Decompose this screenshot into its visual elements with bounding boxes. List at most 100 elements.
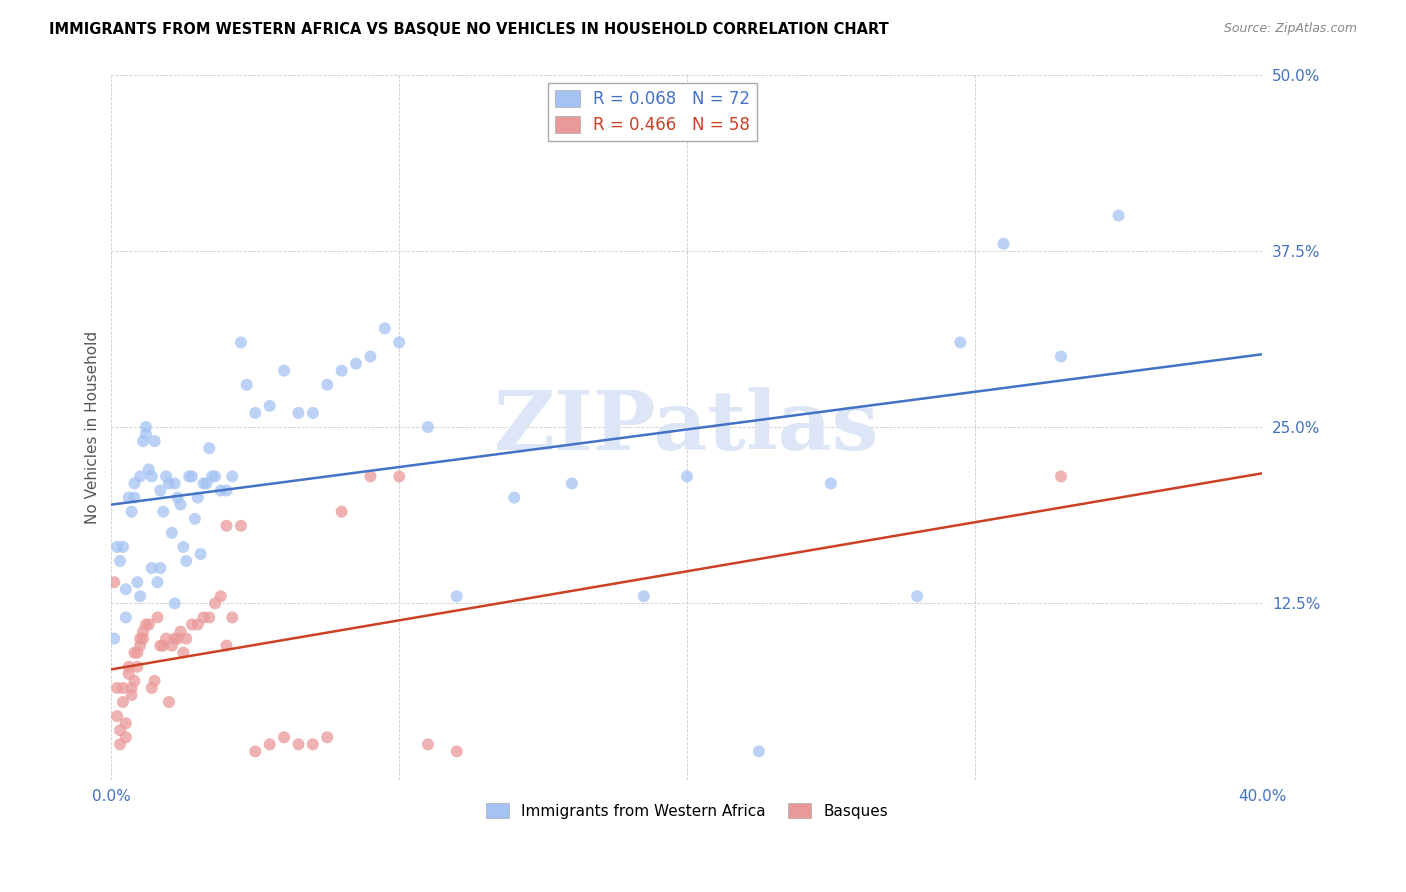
Point bbox=[748, 744, 770, 758]
Point bbox=[245, 744, 267, 758]
Point bbox=[221, 610, 243, 624]
Point bbox=[149, 639, 172, 653]
Point bbox=[359, 350, 381, 364]
Point bbox=[221, 469, 243, 483]
Point bbox=[166, 491, 188, 505]
Point bbox=[905, 589, 928, 603]
Point bbox=[181, 469, 204, 483]
Point bbox=[103, 575, 125, 590]
Point bbox=[157, 695, 180, 709]
Point bbox=[204, 469, 226, 483]
Point bbox=[344, 357, 367, 371]
Point bbox=[152, 639, 174, 653]
Point bbox=[124, 491, 146, 505]
Point bbox=[118, 660, 141, 674]
Point bbox=[155, 632, 177, 646]
Point bbox=[111, 540, 134, 554]
Point bbox=[198, 441, 221, 455]
Point bbox=[163, 596, 186, 610]
Point bbox=[124, 476, 146, 491]
Point bbox=[1050, 350, 1073, 364]
Point bbox=[201, 469, 224, 483]
Point bbox=[155, 469, 177, 483]
Point bbox=[302, 406, 325, 420]
Point bbox=[174, 554, 197, 568]
Text: Source: ZipAtlas.com: Source: ZipAtlas.com bbox=[1223, 22, 1357, 36]
Point bbox=[172, 540, 194, 554]
Point bbox=[111, 681, 134, 695]
Point bbox=[416, 737, 439, 751]
Point bbox=[416, 420, 439, 434]
Point bbox=[316, 377, 339, 392]
Point bbox=[169, 624, 191, 639]
Point bbox=[108, 554, 131, 568]
Point bbox=[446, 744, 468, 758]
Point bbox=[302, 737, 325, 751]
Point bbox=[259, 399, 281, 413]
Point bbox=[1050, 469, 1073, 483]
Point bbox=[124, 673, 146, 688]
Y-axis label: No Vehicles in Household: No Vehicles in Household bbox=[86, 331, 100, 524]
Point bbox=[245, 406, 267, 420]
Point bbox=[287, 737, 309, 751]
Point bbox=[143, 673, 166, 688]
Point bbox=[235, 377, 257, 392]
Point bbox=[229, 335, 252, 350]
Point bbox=[273, 731, 295, 745]
Point bbox=[127, 646, 149, 660]
Point bbox=[181, 617, 204, 632]
Point bbox=[215, 639, 238, 653]
Point bbox=[187, 617, 209, 632]
Point bbox=[330, 364, 353, 378]
Point bbox=[1108, 209, 1130, 223]
Point bbox=[179, 469, 201, 483]
Point bbox=[111, 695, 134, 709]
Text: ZIPatlas: ZIPatlas bbox=[494, 387, 880, 467]
Point bbox=[138, 617, 160, 632]
Point bbox=[121, 681, 143, 695]
Point bbox=[129, 469, 152, 483]
Point bbox=[273, 364, 295, 378]
Point bbox=[446, 589, 468, 603]
Point bbox=[141, 561, 163, 575]
Point bbox=[146, 575, 169, 590]
Point bbox=[129, 639, 152, 653]
Text: IMMIGRANTS FROM WESTERN AFRICA VS BASQUE NO VEHICLES IN HOUSEHOLD CORRELATION CH: IMMIGRANTS FROM WESTERN AFRICA VS BASQUE… bbox=[49, 22, 889, 37]
Point bbox=[316, 731, 339, 745]
Point bbox=[388, 469, 411, 483]
Point bbox=[132, 632, 155, 646]
Point bbox=[229, 518, 252, 533]
Point bbox=[561, 476, 583, 491]
Point bbox=[209, 589, 232, 603]
Point bbox=[118, 491, 141, 505]
Point bbox=[135, 427, 157, 442]
Point bbox=[121, 688, 143, 702]
Point bbox=[149, 483, 172, 498]
Legend: Immigrants from Western Africa, Basques: Immigrants from Western Africa, Basques bbox=[479, 797, 894, 825]
Point bbox=[187, 491, 209, 505]
Point bbox=[172, 646, 194, 660]
Point bbox=[105, 709, 128, 723]
Point bbox=[184, 512, 207, 526]
Point bbox=[259, 737, 281, 751]
Point bbox=[124, 646, 146, 660]
Point bbox=[138, 462, 160, 476]
Point bbox=[149, 561, 172, 575]
Point bbox=[114, 610, 136, 624]
Point bbox=[108, 737, 131, 751]
Point bbox=[108, 723, 131, 738]
Point bbox=[129, 589, 152, 603]
Point bbox=[820, 476, 842, 491]
Point bbox=[141, 469, 163, 483]
Point bbox=[118, 666, 141, 681]
Point bbox=[163, 632, 186, 646]
Point bbox=[132, 434, 155, 449]
Point bbox=[114, 582, 136, 597]
Point bbox=[157, 476, 180, 491]
Point bbox=[163, 476, 186, 491]
Point bbox=[143, 434, 166, 449]
Point bbox=[287, 406, 309, 420]
Point bbox=[141, 681, 163, 695]
Point bbox=[388, 335, 411, 350]
Point bbox=[169, 498, 191, 512]
